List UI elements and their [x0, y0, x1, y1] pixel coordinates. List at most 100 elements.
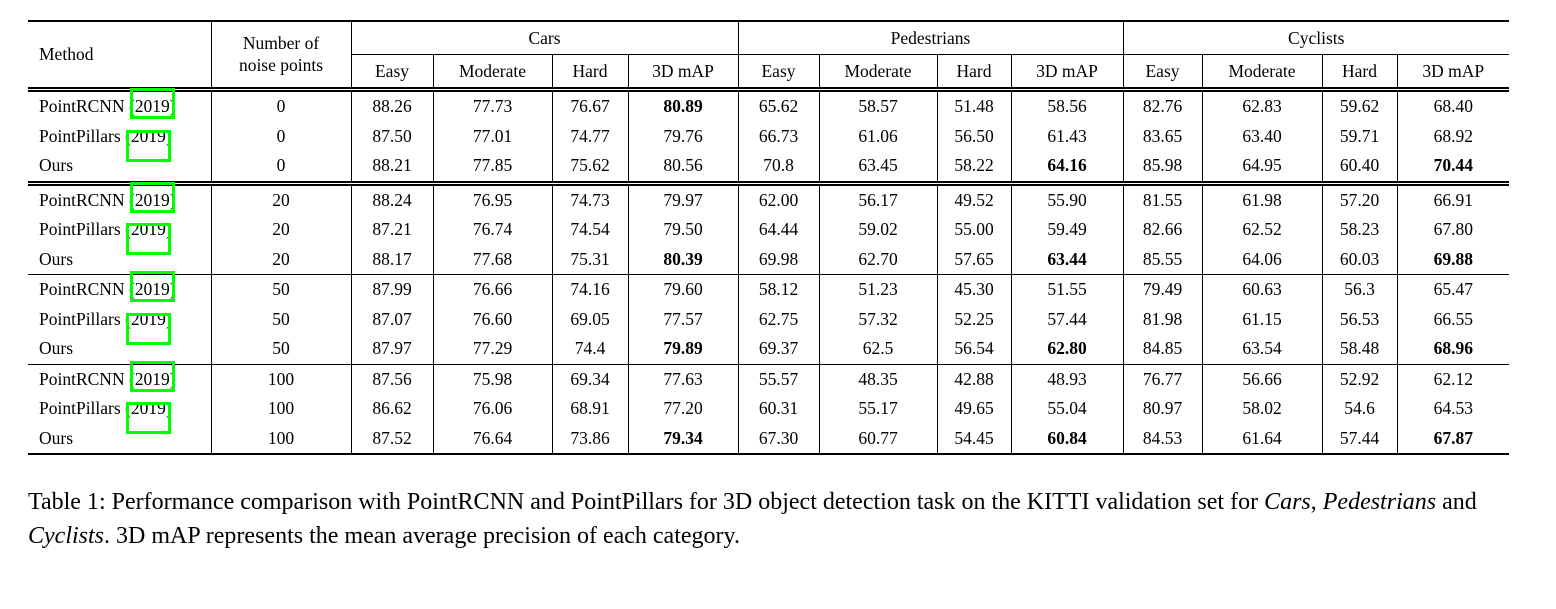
- value-cell: 86.62: [351, 394, 434, 424]
- citation-year-link[interactable]: 2019: [125, 398, 171, 435]
- value-cell: 75.98: [433, 364, 553, 394]
- noise-cell: 50: [211, 304, 352, 334]
- value-cell: 52.92: [1322, 364, 1398, 394]
- method-label: PointPillars (: [39, 308, 131, 329]
- caption-italic-cars: Cars: [1264, 489, 1311, 515]
- method-label: PointRCNN (: [39, 189, 135, 210]
- method-label-suffix: ): [169, 279, 176, 300]
- value-cell: 61.43: [1011, 121, 1124, 151]
- value-cell: 75.31: [552, 244, 629, 275]
- value-cell: 79.49: [1123, 274, 1203, 305]
- citation-year-link[interactable]: 2019: [129, 360, 175, 392]
- value-cell: 62.70: [819, 244, 938, 275]
- value-cell: 70.8: [738, 151, 820, 186]
- value-cell: 80.97: [1123, 394, 1203, 424]
- value-cell: 64.16: [1011, 151, 1124, 186]
- value-cell: 60.40: [1322, 151, 1398, 186]
- noise-cell: 0: [211, 151, 352, 186]
- sub-header-hard: Hard: [1322, 54, 1398, 92]
- sub-header-hard: Hard: [937, 54, 1012, 92]
- value-cell: 63.45: [819, 151, 938, 186]
- citation-year-link[interactable]: 2019: [129, 181, 175, 213]
- value-cell: 60.63: [1202, 274, 1323, 305]
- method-label: Ours: [39, 155, 74, 176]
- value-cell: 79.60: [628, 274, 739, 305]
- table-row-pointrcnn-20: PointRCNN (2019) 20 88.24 76.95 74.73 79…: [28, 181, 1509, 215]
- value-cell: 55.57: [738, 364, 820, 394]
- value-cell: 49.52: [937, 183, 1012, 215]
- value-cell: 74.77: [552, 121, 629, 151]
- value-cell: 63.40: [1202, 121, 1323, 151]
- noise-cell: 20: [211, 183, 352, 215]
- value-cell: 81.55: [1123, 183, 1203, 215]
- method-cell: PointPillars (2019): [28, 394, 212, 435]
- value-cell: 56.17: [819, 183, 938, 215]
- value-cell: 60.31: [738, 394, 820, 424]
- method-cell: Ours: [28, 334, 212, 365]
- citation-year-link[interactable]: 2019: [129, 88, 175, 120]
- value-cell: 69.88: [1397, 244, 1509, 275]
- value-cell: 64.95: [1202, 151, 1323, 186]
- value-cell: 84.53: [1123, 423, 1203, 455]
- value-cell: 61.64: [1202, 423, 1323, 455]
- value-cell: 73.86: [552, 423, 629, 455]
- sub-header-3dmap: 3D mAP: [1397, 54, 1509, 92]
- sub-header-3dmap: 3D mAP: [628, 54, 739, 92]
- group-header-pedestrians: Pedestrians: [738, 21, 1124, 55]
- method-cell: PointRCNN (2019): [28, 88, 212, 122]
- method-label-suffix: ): [165, 398, 172, 419]
- method-cell: Ours: [28, 423, 212, 455]
- value-cell: 55.90: [1011, 183, 1124, 215]
- value-cell: 57.65: [937, 244, 1012, 275]
- value-cell: 48.93: [1011, 364, 1124, 394]
- citation-year-link[interactable]: 2019: [125, 308, 171, 345]
- group-header-cyclists: Cyclists: [1123, 21, 1509, 55]
- method-cell: Ours: [28, 244, 212, 275]
- value-cell: 58.48: [1322, 334, 1398, 365]
- value-cell: 83.65: [1123, 121, 1203, 151]
- method-cell: PointPillars (2019): [28, 121, 212, 162]
- value-cell: 77.68: [433, 244, 553, 275]
- value-cell: 60.77: [819, 423, 938, 455]
- value-cell: 88.17: [351, 244, 434, 275]
- value-cell: 58.57: [819, 89, 938, 122]
- value-cell: 66.91: [1433, 189, 1473, 210]
- value-cell: 69.05: [552, 304, 629, 334]
- value-cell: 62.80: [1011, 334, 1124, 365]
- value-cell: 87.21: [351, 215, 434, 245]
- value-cell: 57.44: [1322, 423, 1398, 455]
- method-cell: PointRCNN (2019): [28, 181, 212, 215]
- value-cell: 55.17: [819, 394, 938, 424]
- method-cell: PointRCNN (2019): [28, 360, 212, 394]
- value-cell: 85.55: [1123, 244, 1203, 275]
- value-cell: 77.29: [433, 334, 553, 365]
- value-cell: 62.5: [819, 334, 938, 365]
- method-label: PointRCNN (: [39, 279, 135, 300]
- value-cell: 45.30: [937, 274, 1012, 305]
- citation-year-link[interactable]: 2019: [129, 271, 175, 303]
- noise-cell: 50: [211, 274, 352, 305]
- table-row-pointpillars-50: PointPillars (2019) 50 87.07 76.60 69.05…: [28, 304, 1509, 345]
- group-header-cars: Cars: [351, 21, 739, 55]
- value-cell: 77.57: [628, 304, 739, 334]
- value-cell: 76.60: [433, 304, 553, 334]
- value-cell: 54.6: [1322, 394, 1398, 424]
- value-cell: 87.07: [351, 304, 434, 334]
- value-cell: 51.55: [1011, 274, 1124, 305]
- value-cell: 77.01: [433, 121, 553, 151]
- value-cell: 42.88: [937, 364, 1012, 394]
- citation-year-link[interactable]: 2019: [125, 125, 171, 162]
- noise-cell: 0: [211, 121, 352, 151]
- table-row-pointrcnn-0: PointRCNN (2019) 0 88.26 77.73 76.67 80.…: [28, 88, 1509, 122]
- sub-header-easy: Easy: [738, 54, 820, 92]
- value-cell: 76.64: [433, 423, 553, 455]
- citation-year-link[interactable]: 2019: [125, 219, 171, 256]
- sub-header-moderate: Moderate: [433, 54, 553, 92]
- table-row-pointpillars-100: PointPillars (2019) 100 86.62 76.06 68.9…: [28, 394, 1509, 435]
- value-cell: 64.53: [1433, 398, 1473, 419]
- method-label-suffix: ): [165, 219, 172, 240]
- value-cell: 68.40: [1433, 96, 1473, 117]
- method-label-suffix: ): [165, 308, 172, 329]
- table-row-ours-0: Ours 0 88.21 77.85 75.62 80.56 70.8 63.4…: [28, 151, 1509, 186]
- table-caption: Table 1: Performance comparison with Poi…: [28, 489, 1477, 549]
